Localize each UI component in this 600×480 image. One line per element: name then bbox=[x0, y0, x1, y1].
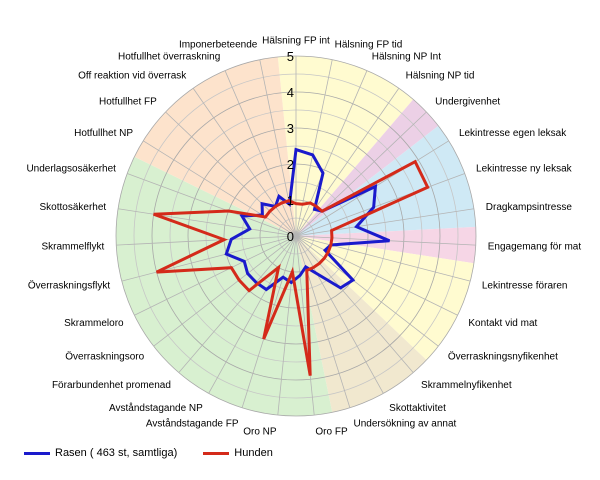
category-label: Undersökning av annat bbox=[353, 419, 456, 430]
legend-item-dog: Hunden bbox=[203, 447, 273, 459]
category-label: Oro FP bbox=[315, 426, 348, 437]
grid-spoke bbox=[295, 235, 384, 394]
legend-swatch-breed bbox=[24, 451, 50, 455]
category-label: Dragkampsintresse bbox=[486, 202, 573, 213]
legend-swatch-dog bbox=[203, 451, 230, 455]
category-label: Hotfullhet överraskning bbox=[118, 51, 220, 62]
tick-label: 1 bbox=[287, 193, 294, 208]
grid-spoke bbox=[295, 208, 474, 237]
grid-spoke bbox=[277, 235, 297, 416]
grid-spoke bbox=[259, 59, 297, 237]
category-label: Hotfullhet NP bbox=[74, 128, 133, 139]
category-label: Överraskningsflykt bbox=[28, 280, 110, 292]
category-label: Hälsning FP tid bbox=[335, 40, 403, 51]
grid-spoke bbox=[192, 88, 297, 237]
category-label: Underlagsosäkerhet bbox=[26, 163, 116, 174]
category-label: Lekintresse egen leksak bbox=[459, 128, 567, 139]
grid-spoke bbox=[295, 235, 458, 316]
grid-spoke bbox=[165, 111, 297, 237]
category-label: Avståndstagande FP bbox=[146, 418, 239, 430]
radial-tick-labels: 0 1 2 3 4 5 bbox=[287, 49, 294, 244]
category-label: Skottosäkerhet bbox=[39, 202, 106, 213]
category-label: Off reaktion vid överrask bbox=[78, 71, 187, 82]
category-label: Hälsning NP tid bbox=[406, 71, 475, 82]
tick-label: 5 bbox=[287, 49, 294, 64]
category-label: Imponerbeteende bbox=[179, 40, 258, 51]
grid-spoke bbox=[241, 235, 297, 408]
category-label: Lekintresse föraren bbox=[482, 281, 568, 292]
grid-spoke bbox=[295, 235, 414, 373]
grid-spoke bbox=[116, 235, 297, 246]
category-label: Hälsning FP int bbox=[262, 36, 330, 47]
legend-item-breed: Rasen ( 463 st, samtliga) bbox=[24, 447, 177, 459]
grid-spoke bbox=[295, 173, 465, 237]
category-label: Oro NP bbox=[243, 426, 277, 437]
series-line-1 bbox=[153, 159, 430, 376]
category-label: Skrammeloro bbox=[64, 318, 124, 329]
category-label: Avståndstagande NP bbox=[109, 402, 203, 414]
category-label: Hälsning NP Int bbox=[372, 51, 442, 62]
grid-spoke bbox=[295, 88, 400, 237]
category-label: Hotfullhet FP bbox=[99, 96, 157, 107]
tick-label: 2 bbox=[287, 157, 294, 172]
grid-spoke bbox=[224, 70, 297, 237]
grid-spoke bbox=[127, 173, 297, 237]
tick-label: 4 bbox=[287, 85, 294, 100]
series-lines bbox=[153, 147, 430, 376]
category-label: Lekintresse ny leksak bbox=[476, 163, 573, 174]
sector-3 bbox=[296, 226, 476, 264]
grid-spoke bbox=[295, 235, 315, 416]
grid-spoke bbox=[134, 235, 297, 316]
category-label: Skottaktivitet bbox=[389, 403, 446, 414]
grid-spoke bbox=[153, 235, 297, 347]
category-label: Överraskningsoro bbox=[65, 350, 144, 362]
grid-spoke bbox=[121, 235, 297, 282]
tick-label: 3 bbox=[287, 121, 294, 136]
grid-spoke bbox=[208, 235, 297, 394]
grid-spoke bbox=[118, 208, 297, 237]
category-label: Skrammelflykt bbox=[41, 241, 104, 252]
category-label: Undergivenhet bbox=[435, 96, 500, 107]
legend-label-breed: Rasen ( 463 st, samtliga) bbox=[55, 447, 178, 459]
grid-spoke bbox=[295, 235, 351, 408]
grid-spoke bbox=[295, 70, 368, 237]
grid-spoke bbox=[295, 235, 471, 282]
category-label: Skrammelnyfikenhet bbox=[421, 380, 512, 391]
legend-label-dog: Hunden bbox=[234, 447, 273, 459]
category-label: Engagemang för mat bbox=[488, 241, 582, 252]
grid-spoke bbox=[178, 235, 297, 373]
tick-label: 0 bbox=[287, 229, 294, 244]
grid-spoke bbox=[295, 111, 427, 237]
category-label: Kontakt vid mat bbox=[468, 318, 537, 329]
category-label: Förarbundenhet promenad bbox=[52, 380, 171, 391]
sector-0 bbox=[277, 55, 414, 237]
grid-spoke bbox=[143, 140, 297, 237]
grid-spoke bbox=[295, 59, 333, 237]
category-label: Överraskningsnyfikenhet bbox=[448, 350, 558, 362]
sector-7 bbox=[134, 56, 296, 236]
grid-spoke bbox=[295, 235, 439, 347]
legend: Rasen ( 463 st, samtliga) Hunden bbox=[24, 443, 299, 463]
